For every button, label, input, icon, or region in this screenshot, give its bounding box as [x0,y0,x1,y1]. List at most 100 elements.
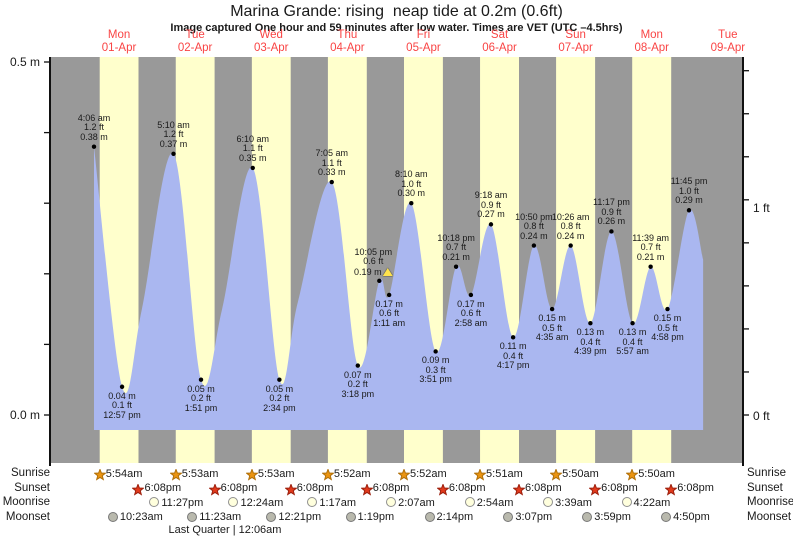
tide-event-label-line: 0.19 m [354,267,393,278]
day-date: 09-Apr [710,41,746,54]
tide-event-label-line: 5:10 am [157,119,190,130]
tide-event-label-line: 2:58 am [454,317,488,328]
sunrise-row-label-right: Sunrise [747,467,786,479]
tide-event-label-line: 0.6 ft [379,308,400,319]
moonset-time: 12:21pm [278,511,322,523]
tide-event-label-line: 1.1 ft [321,157,342,168]
tide-event-label-line: 0.5 ft [542,322,563,333]
tide-event-label-line: 1.0 ft [401,178,422,189]
y-axis-label-top-left: 0.5 m [9,55,40,69]
tide-event-label: 0.05 m 0.2 ft 1:51 pm [184,384,218,414]
sunset-icon [512,482,526,501]
tide-event-label-line: 0.4 ft [580,336,601,347]
moonrise-icon [228,497,239,507]
page-title: Marina Grande: rising neap tide at 0.2m … [230,3,563,20]
tide-event-label: 0.15 m 0.5 ft 4:35 am [536,314,569,343]
sunrise-icon [397,468,411,486]
tide-event-label: 6:10 am 1.1 ft 0.35 m [236,134,269,164]
tide-event-label-line: 9:18 am [474,190,508,201]
sunrise-time: 5:52am [410,467,447,480]
moonrise-time: 2:07am [398,496,435,509]
tide-event-label-line: 0.2 ft [191,393,212,404]
sunrise-time: 5:53am [181,467,219,480]
tide-event-label-line: 0.4 ft [503,350,524,361]
moonset-icon [661,511,672,522]
tide-event-label: 4:06 am 1.2 ft 0.38 m [78,113,111,143]
tide-point-dot [386,292,392,298]
chart-subtitle: Image captured One hour and 59 minutes a… [170,22,623,34]
tide-point-dot [277,377,282,382]
sunset-time: 6:08pm [601,482,638,494]
day-label: Wed 03-Apr [254,29,289,54]
moonrise-icon [621,497,632,507]
day-label: Mon 08-Apr [634,29,669,54]
tide-event-label-line: 0.37 m [159,138,188,149]
moonset-icon [107,511,118,522]
moonset-time: 1:19pm [357,511,395,523]
moonrise-time: 12:24am [240,496,284,509]
sunset-row-label-left: Sunset [14,481,50,494]
day-of-week: Sun [565,29,586,41]
tide-event-label-line: 0.6 ft [460,308,481,319]
tide-event-label-line: 0.09 m [421,355,450,366]
tide-event-label-line: 0.24 m [556,230,585,241]
tide-event-label: 0.07 m 0.2 ft 3:18 pm [342,370,375,400]
tide-event-label: 0.17 m 0.6 ft 1:11 am [373,299,405,329]
tide-event-label: 10:18 pm 0.7 ft 0.21 m [437,232,475,263]
tide-point-dot [433,349,438,354]
day-label: Sat 06-Apr [482,29,517,54]
tide-event-label: 0.13 m 0.4 ft 4:39 pm [574,328,607,357]
tide-event-label-line: 0.2 ft [269,393,290,404]
moonrise-time: 3:39am [555,496,592,509]
tide-event-label-line: 10:05 pm [354,246,393,257]
tide-event-label-line: 0.7 ft [446,242,467,253]
sunset-row-label-right: Sunset [747,481,783,494]
tide-point-dot [468,292,474,298]
day-label: Thu 04-Apr [330,29,365,54]
moonrise-time: 2:54am [476,496,514,509]
moonrise-time: 4:22am [633,496,671,509]
tide-event-label-line: 0.9 ft [480,199,501,210]
current-time-marker-icon [382,267,393,276]
tide-event-label-line: 10:26 am [551,211,590,222]
tide-event-label-line: 0.11 m [499,341,527,352]
tide-event-label-line: 1:51 pm [184,402,218,413]
day-date: 01-Apr [101,41,137,54]
tide-event-label: 11:39 am 0.7 ft 0.21 m [632,233,669,263]
sunset-icon [131,482,146,501]
tide-event-label: 0.17 m 0.6 ft 2:58 am [454,299,488,329]
tide-event-label-line: 1.0 ft [678,185,700,196]
moonrise-time: 1:17am [319,496,357,509]
day-date: 04-Apr [330,41,365,54]
tide-event-label: 7:05 am 1.1 ft 0.33 m [315,149,348,178]
tide-event-label-line: 5:57 am [616,346,649,357]
tide-event-label-line: 4:39 pm [574,346,607,357]
day-of-week: Tue [718,29,738,41]
tide-event-label-line: 0.4 ft [622,336,643,347]
moonset-time: 11:23am [199,511,242,523]
tide-event-label-line: 0.38 m [80,131,108,142]
sunset-time: 6:08pm [677,482,714,494]
tide-event-label-line: 12:57 pm [103,409,141,420]
tide-event-label-line: 10:18 pm [437,232,475,243]
sunrise-icon [625,468,639,486]
day-date: 02-Apr [177,41,213,54]
sunset-icon [360,482,374,501]
day-of-week: Mon [107,29,131,41]
tide-point-dot [355,363,361,368]
tide-point-dot [686,208,692,213]
tide-point-dot [568,243,573,248]
day-of-week: Tue [185,29,205,41]
sunset-icon [284,482,298,501]
moonrise-row-label-left: Moonrise [2,496,50,508]
day-label: Tue 09-Apr [711,29,746,54]
tide-event-label-line: 4:17 pm [496,360,530,371]
tide-event-label-line: 1.2 ft [83,122,104,133]
tide-point-dot [453,264,459,269]
moonset-row-label-right: Moonset [747,510,792,523]
day-of-week: Wed [259,29,283,41]
day-date: 07-Apr [558,41,593,54]
sunset-icon [588,482,602,501]
tide-point-dot [510,335,516,340]
